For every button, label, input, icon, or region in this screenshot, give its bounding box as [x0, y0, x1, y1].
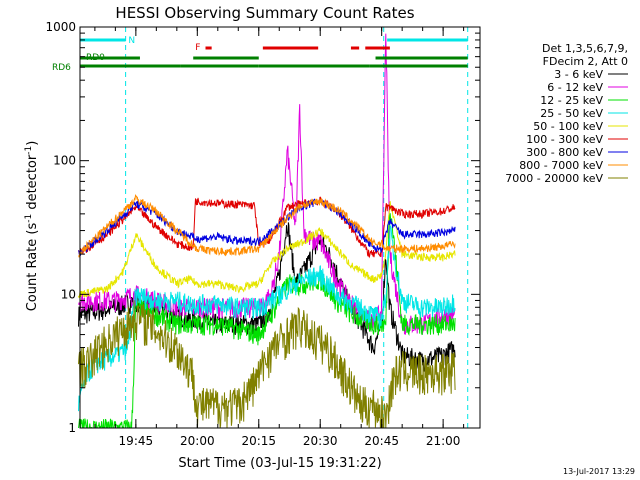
- series-line-3: [78, 225, 456, 412]
- axes: 1 10 100 1000 19:45 20:00 20:15 20:30 20:45 21:00: [45, 20, 481, 448]
- x-axis-label: Start Time (03-Jul-15 19:31:22): [178, 456, 381, 471]
- series-line-8: [78, 300, 456, 429]
- legend-label-4: 50 - 100 keV: [533, 120, 603, 133]
- y-axis-label-sup-1: -1: [24, 214, 34, 223]
- legend-label-6: 300 - 800 keV: [526, 146, 603, 159]
- series-line-4: [78, 201, 456, 298]
- series-line-6: [78, 198, 456, 256]
- series-layer: [78, 33, 456, 429]
- x-tick-label-5: 21:00: [426, 434, 461, 448]
- series-line-7: [78, 193, 456, 259]
- y-axis-label-part-2: detector: [25, 154, 40, 214]
- legend-label-3: 25 - 50 keV: [540, 107, 603, 120]
- legend-label-1: 6 - 12 keV: [547, 81, 603, 94]
- flag-label-f: F: [195, 43, 200, 53]
- footer-timestamp: 13-Jul-2017 13:29: [563, 467, 635, 476]
- flag-label-rd0: RD0: [86, 53, 105, 63]
- plot-frame: [79, 26, 481, 429]
- y-tick-label-0: 1: [68, 421, 76, 435]
- y-axis-label-sup-2: -1: [24, 146, 34, 155]
- y-axis-label-part-1: Count Rate (s: [25, 223, 40, 312]
- y-tick-label-3: 1000: [45, 20, 76, 34]
- legend-header-1: FDecim 2, Att 0: [543, 55, 628, 68]
- y-tick-label-1: 10: [61, 287, 76, 301]
- legend-label-2: 12 - 25 keV: [540, 94, 603, 107]
- flag-layer: N F RD0 RD6: [52, 36, 468, 73]
- legend-header-0: Det 1,3,5,6,7,9,: [542, 42, 628, 55]
- x-tick-label-4: 20:45: [364, 434, 399, 448]
- legend: Det 1,3,5,6,7,9,FDecim 2, Att 03 - 6 keV…: [505, 42, 628, 185]
- x-tick-label-2: 20:15: [241, 434, 276, 448]
- flag-label-rd6: RD6: [52, 63, 71, 73]
- legend-label-8: 7000 - 20000 keV: [505, 172, 603, 185]
- legend-label-5: 100 - 300 keV: [526, 133, 603, 146]
- legend-label-7: 800 - 7000 keV: [519, 159, 603, 172]
- y-tick-label-2: 100: [53, 154, 76, 168]
- x-tick-label-3: 20:30: [303, 434, 338, 448]
- x-tick-label-0: 19:45: [119, 434, 154, 448]
- y-axis-label: Count Rate (s-1 detector-1): [24, 141, 40, 312]
- x-tick-label-1: 20:00: [180, 434, 215, 448]
- legend-label-0: 3 - 6 keV: [554, 68, 603, 81]
- chart-title: HESSI Observing Summary Count Rates: [115, 4, 414, 22]
- flag-label-n: N: [128, 36, 135, 46]
- y-axis-label-part-3: ): [25, 141, 40, 146]
